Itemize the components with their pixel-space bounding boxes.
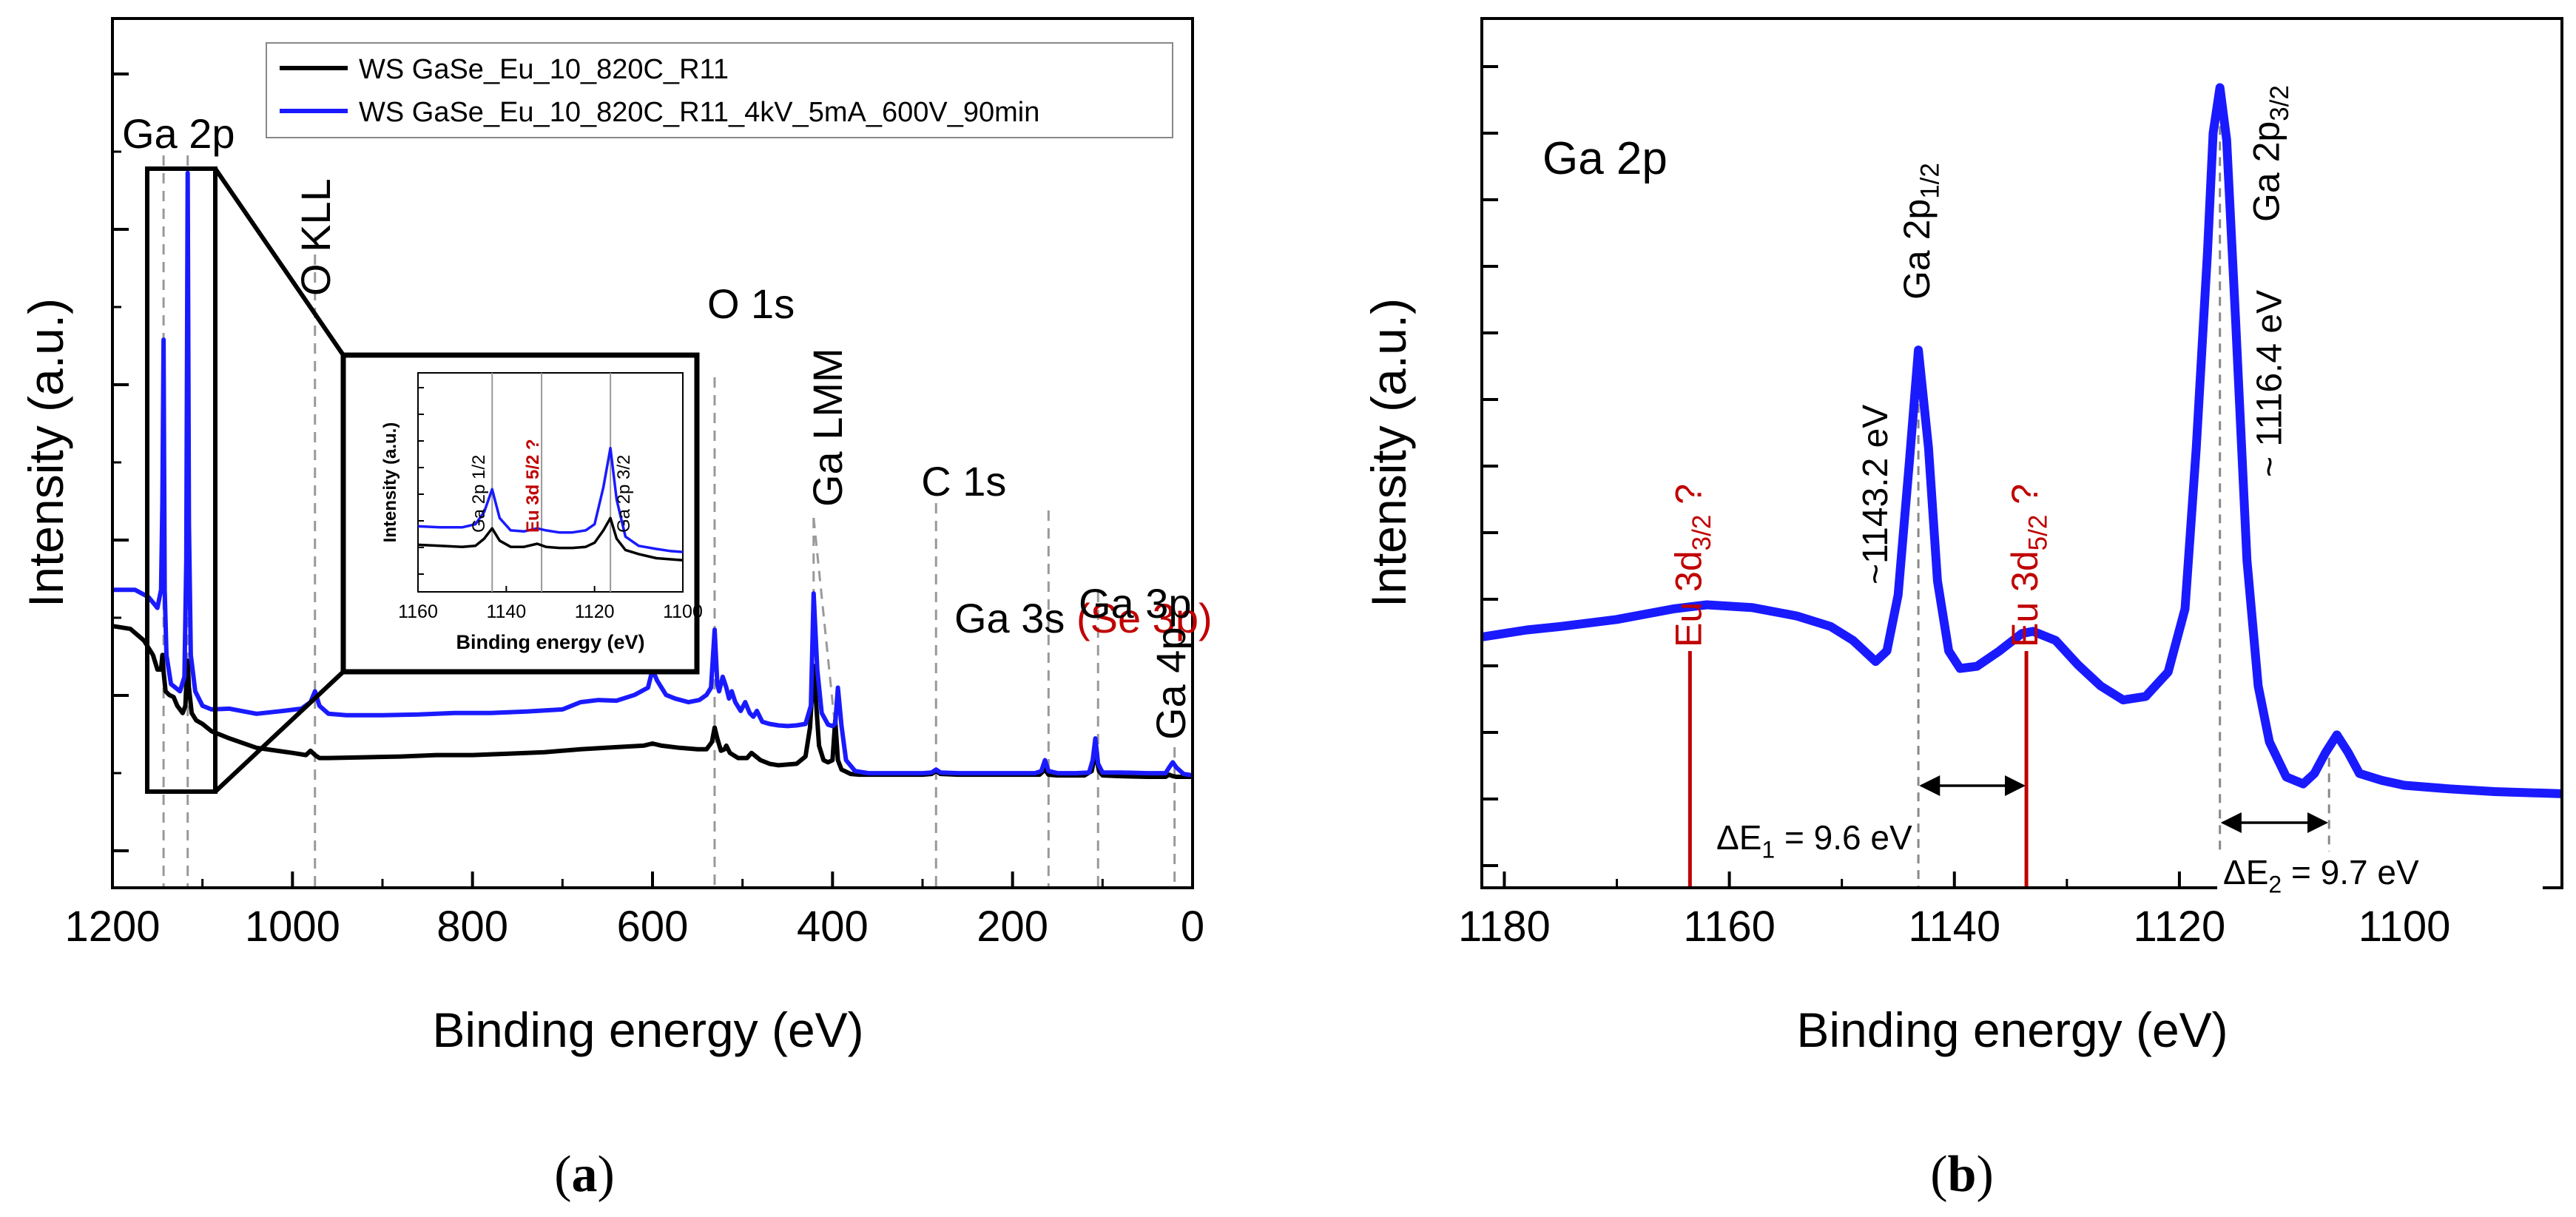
- panel-a-survey-chart: 1200 1000 800 600 400 200 0 Binding energy (eV…: [18, 17, 1213, 1057]
- panel-b-title: Ga 2p: [1542, 133, 1668, 184]
- legend-entry-black: WS GaSe_Eu_10_820C_R11: [359, 54, 729, 85]
- panel-a-axes: 1200 1000 800 600 400 200 0: [64, 73, 1204, 951]
- eu-label-3d-3-2-part: Eu 3d: [1668, 550, 1709, 647]
- x-tick-label: 1120: [2134, 903, 2226, 951]
- label-ga-4p: Ga 4p: [1147, 627, 1194, 740]
- panel-b-series: [1481, 83, 2563, 798]
- panel-b-plot-frame: [1480, 17, 2563, 889]
- eu-label-3d-3-2-part: ?: [1668, 484, 1709, 515]
- peak-label-ga-2p-3-2: Ga 2p3/2: [2246, 85, 2295, 222]
- peak-label-ga-2p-1-2-part: 1/2: [1916, 163, 1945, 199]
- zoom-connector-top: [213, 167, 345, 357]
- label-ga-3s-part: Ga 3s: [954, 595, 1076, 641]
- label-ga-3s: Ga 3s (Se 3p): [954, 595, 1213, 641]
- delta-label-part: ΔE: [2223, 853, 2268, 891]
- inset-x-tick-label: 1160: [398, 601, 438, 622]
- panel-b-ga2p-chart: 1180 1160 1140 1120 1100 Ga 2p Binding energ…: [1361, 17, 2563, 1057]
- x-tick-label: 200: [977, 903, 1048, 951]
- panel-b-axes: 1180 1160 1140 1120 1100: [1458, 65, 2518, 951]
- caption-a-open: (a): [554, 1146, 615, 1203]
- delta-label-part: = 9.7 eV: [2282, 853, 2419, 891]
- panel-a-zoom-indicator: [145, 166, 345, 794]
- label-c-1s: C 1s: [921, 458, 1006, 505]
- inset-x-tick-label: 1100: [663, 601, 703, 622]
- inset-plot: 1160 1140 1120 1100 Ga 2p 1/2 Eu 3d 5/2 ? Ga 2…: [398, 373, 703, 622]
- peak-label-ga-2p-3-2-part: 3/2: [2265, 85, 2294, 121]
- label-o-kll: O KLL: [292, 178, 339, 296]
- panel-b-reference-lines: [1687, 95, 2330, 888]
- panel-b-y-axis-label: Intensity (a.u.): [1361, 298, 1416, 607]
- x-tick-label: 1160: [1683, 903, 1776, 951]
- panel-b-x-axis-label: Binding energy (eV): [1796, 1002, 2228, 1057]
- caption-b-open: (b): [1930, 1146, 1994, 1203]
- x-tick-label: 800: [436, 903, 508, 951]
- label-o-1s: O 1s: [707, 280, 795, 327]
- zoom-connector-bottom: [213, 670, 345, 794]
- panel-a-series: [112, 170, 1193, 779]
- eu-label-3d-5-2-part: ?: [2004, 484, 2046, 515]
- inset-x-tick-label: 1140: [486, 601, 526, 622]
- series-line-blue: [112, 170, 1193, 778]
- delta-label: ΔE2 = 9.7 eV: [2223, 853, 2419, 898]
- label-ga-2p: Ga 2p: [122, 110, 235, 157]
- x-tick-label: 1180: [1458, 903, 1551, 951]
- energy-label-1116-part: ~ 1116.4 eV: [2250, 290, 2290, 477]
- x-tick-label: 1000: [245, 903, 340, 951]
- peak-label-ga-2p-3-2-part: Ga 2p: [2246, 121, 2287, 222]
- energy-label-1143: ~1143.2 eV: [1856, 405, 1895, 584]
- label-se-3p: (Se 3p): [1076, 595, 1213, 641]
- panel-a-inset: 1160 1140 1120 1100 Ga 2p 1/2 Eu 3d 5/2 ? Ga 2…: [340, 352, 703, 675]
- panel-a-y-axis-label: Intensity (a.u.): [18, 298, 73, 607]
- inset-x-axis-label: Binding energy (eV): [456, 631, 644, 653]
- energy-label-1116: ~ 1116.4 eV: [2250, 290, 2290, 477]
- x-tick-label: 0: [1181, 903, 1204, 951]
- eu-label-3d-5-2: Eu 3d5/2 ?: [2004, 484, 2053, 647]
- panel-b-annotations: Ga 2p1/2 Ga 2p3/2~1143.2 eV~ 1116.4 eVEu …: [1668, 85, 2543, 898]
- inset-peak-label: Ga 2p 1/2: [469, 455, 489, 533]
- caption-b-letter: b: [1948, 1146, 1977, 1203]
- eu-label-3d-3-2: Eu 3d3/2 ?: [1668, 484, 1716, 647]
- eu-label-3d-5-2-part: Eu 3d: [2004, 550, 2046, 647]
- inset-plot-frame: [417, 372, 684, 593]
- legend-entry-blue: WS GaSe_Eu_10_820C_R11_4kV_5mA_600V_90mi…: [359, 97, 1039, 128]
- inset-series-black: [417, 516, 684, 562]
- caption-a-letter: a: [572, 1146, 598, 1203]
- ga2p-series-line: [1481, 83, 2563, 798]
- inset-peak-label: Eu 3d 5/2 ?: [523, 439, 543, 533]
- peak-label-ga-2p-1-2-part: Ga 2p: [1896, 199, 1938, 300]
- panel-a-legend: WS GaSe_Eu_10_820C_R11 WS GaSe_Eu_10_820…: [266, 42, 1173, 138]
- eu-label-3d-5-2-part: 5/2: [2024, 515, 2053, 551]
- eu-label-3d-3-2-part: 3/2: [1687, 515, 1716, 551]
- delta-label-part: 1: [1761, 837, 1775, 863]
- peak-label-ga-2p-1-2: Ga 2p1/2: [1896, 163, 1945, 300]
- inset-series-blue: [417, 446, 684, 553]
- delta-label-part: 2: [2268, 872, 2282, 898]
- label-ga-lmm: Ga LMM: [804, 348, 851, 507]
- label-ga-3p: Ga 3p: [1079, 580, 1192, 627]
- inset-y-axis-label: Intensity (a.u.): [380, 422, 400, 543]
- delta-label-part: = 9.6 eV: [1775, 818, 1912, 857]
- x-tick-label: 1200: [64, 903, 160, 951]
- legend-box: [266, 42, 1173, 138]
- delta-label-bg: [2217, 852, 2543, 897]
- delta-label-part: ΔE: [1716, 818, 1761, 857]
- panel-a-x-axis-label: Binding energy (eV): [432, 1002, 863, 1057]
- x-tick-label: 1140: [1908, 903, 2000, 951]
- delta-label: ΔE1 = 9.6 eV: [1716, 818, 1912, 863]
- x-tick-label: 400: [797, 903, 869, 951]
- inset-x-tick-label: 1120: [575, 601, 615, 622]
- inset-frame: [340, 352, 700, 675]
- x-tick-label: 600: [617, 903, 689, 951]
- energy-label-1143-part: ~1143.2 eV: [1856, 405, 1895, 584]
- x-tick-label: 1100: [2358, 903, 2451, 951]
- inset-peak-label: Ga 2p 3/2: [614, 455, 634, 533]
- zoom-selection-box: [145, 166, 218, 794]
